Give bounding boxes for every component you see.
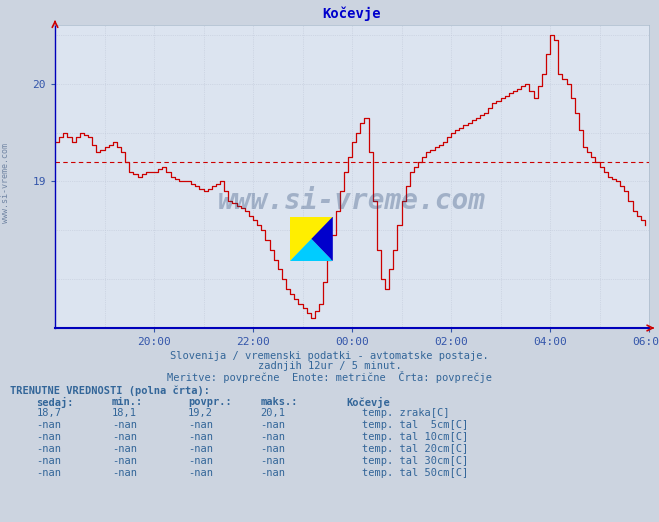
- Text: -nan: -nan: [36, 432, 61, 442]
- Text: -nan: -nan: [260, 456, 285, 466]
- Text: -nan: -nan: [36, 468, 61, 478]
- Text: www.si-vreme.com: www.si-vreme.com: [218, 187, 486, 215]
- Text: Meritve: povprečne  Enote: metrične  Črta: povprečje: Meritve: povprečne Enote: metrične Črta:…: [167, 371, 492, 383]
- Text: Kočevje: Kočevje: [346, 397, 389, 408]
- Text: -nan: -nan: [260, 432, 285, 442]
- Text: -nan: -nan: [188, 444, 213, 454]
- Text: 18,7: 18,7: [36, 408, 61, 418]
- Text: 18,1: 18,1: [112, 408, 137, 418]
- Text: temp. tal 10cm[C]: temp. tal 10cm[C]: [362, 432, 469, 442]
- Text: -nan: -nan: [112, 444, 137, 454]
- Polygon shape: [312, 217, 333, 261]
- Text: temp. tal 50cm[C]: temp. tal 50cm[C]: [362, 468, 469, 478]
- Text: -nan: -nan: [112, 432, 137, 442]
- Text: sedaj:: sedaj:: [36, 397, 74, 408]
- Text: maks.:: maks.:: [260, 397, 298, 407]
- Text: -nan: -nan: [188, 456, 213, 466]
- Text: temp. tal 20cm[C]: temp. tal 20cm[C]: [362, 444, 469, 454]
- Text: 20,1: 20,1: [260, 408, 285, 418]
- Text: TRENUTNE VREDNOSTI (polna črta):: TRENUTNE VREDNOSTI (polna črta):: [10, 385, 210, 396]
- Text: -nan: -nan: [188, 420, 213, 430]
- Text: -nan: -nan: [188, 432, 213, 442]
- Text: www.si-vreme.com: www.si-vreme.com: [1, 143, 10, 223]
- Text: -nan: -nan: [112, 456, 137, 466]
- Text: -nan: -nan: [36, 444, 61, 454]
- Text: min.:: min.:: [112, 397, 143, 407]
- Text: -nan: -nan: [188, 468, 213, 478]
- Text: -nan: -nan: [260, 444, 285, 454]
- Text: temp. tal  5cm[C]: temp. tal 5cm[C]: [362, 420, 469, 430]
- Text: -nan: -nan: [112, 420, 137, 430]
- Text: -nan: -nan: [36, 456, 61, 466]
- Text: Slovenija / vremenski podatki - avtomatske postaje.: Slovenija / vremenski podatki - avtomats…: [170, 351, 489, 361]
- Text: -nan: -nan: [36, 420, 61, 430]
- Text: temp. zraka[C]: temp. zraka[C]: [362, 408, 450, 418]
- Text: 19,2: 19,2: [188, 408, 213, 418]
- Text: povpr.:: povpr.:: [188, 397, 231, 407]
- Text: -nan: -nan: [260, 420, 285, 430]
- Text: temp. tal 30cm[C]: temp. tal 30cm[C]: [362, 456, 469, 466]
- Polygon shape: [290, 217, 333, 261]
- Text: -nan: -nan: [112, 468, 137, 478]
- Title: Kočevje: Kočevje: [323, 7, 382, 21]
- Text: -nan: -nan: [260, 468, 285, 478]
- Text: zadnjih 12ur / 5 minut.: zadnjih 12ur / 5 minut.: [258, 361, 401, 371]
- Polygon shape: [290, 239, 333, 261]
